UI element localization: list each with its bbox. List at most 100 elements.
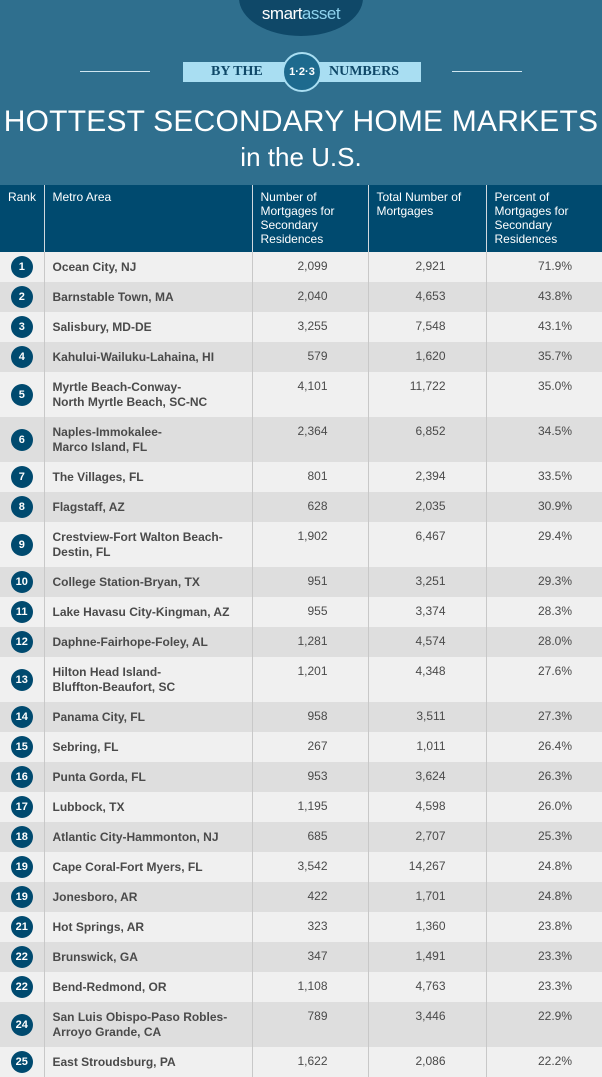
secondary-mortgages-cell: 951 — [251, 567, 368, 597]
secondary-mortgages-cell: 1,201 — [251, 657, 368, 702]
secondary-mortgages-cell: 1,195 — [251, 792, 368, 822]
rank-cell: 15 — [0, 732, 44, 762]
metro-area-cell: The Villages, FL — [43, 462, 252, 492]
percent-cell: 24.8% — [485, 882, 602, 912]
rank-badge: 6 — [10, 428, 33, 451]
secondary-mortgages-cell: 1,902 — [251, 522, 368, 567]
secondary-mortgages-cell: 1,108 — [251, 972, 368, 1002]
rank-cell: 7 — [0, 462, 44, 492]
metro-area-cell: Crestview-Fort Walton Beach- Destin, FL — [43, 522, 252, 567]
ribbon-right-text: NUMBERS — [329, 64, 400, 79]
percent-cell: 24.8% — [485, 852, 602, 882]
rank-cell: 9 — [0, 522, 44, 567]
percent-cell: 43.8% — [485, 282, 602, 312]
total-mortgages-cell: 1,360 — [367, 912, 486, 942]
rank-badge: 5 — [10, 383, 33, 406]
rank-cell: 16 — [0, 762, 44, 792]
secondary-mortgages-cell: 422 — [251, 882, 368, 912]
table-row: 7 The Villages, FL 801 2,394 33.5% — [0, 462, 602, 492]
metro-area-cell: Barnstable Town, MA — [43, 282, 252, 312]
secondary-mortgages-cell: 955 — [251, 597, 368, 627]
metro-area-line: Myrtle Beach-Conway- — [52, 379, 182, 394]
rank-badge: 2 — [10, 286, 33, 308]
rank-badge: 12 — [10, 631, 33, 653]
metro-area-cell: Salisbury, MD-DE — [43, 312, 252, 342]
table-row: 18 Atlantic City-Hammonton, NJ 685 2,707 25.… — [0, 822, 602, 852]
percent-cell: 35.7% — [485, 342, 602, 372]
secondary-mortgages-cell: 4,101 — [251, 372, 368, 417]
percent-cell: 23.8% — [485, 912, 602, 942]
table-row: 10 College Station-Bryan, TX 951 3,251 29.3% — [0, 567, 602, 597]
rank-badge: 22 — [10, 946, 33, 968]
rank-badge: 21 — [10, 916, 33, 938]
secondary-mortgages-cell: 1,281 — [251, 627, 368, 657]
column-header: Total Number of Mortgages — [367, 185, 486, 252]
metro-area-line: Marco Island, FL — [52, 439, 148, 454]
numbers-badge: 1·2·3 — [282, 52, 322, 92]
percent-cell: 26.3% — [485, 762, 602, 792]
rank-badge: 9 — [10, 533, 33, 556]
metro-area-line: Crestview-Fort Walton Beach- — [52, 529, 223, 544]
total-mortgages-cell: 3,374 — [367, 597, 486, 627]
table-row: 12 Daphne-Fairhope-Foley, AL 1,281 4,574 28.… — [0, 627, 602, 657]
percent-cell: 43.1% — [485, 312, 602, 342]
percent-cell: 27.3% — [485, 702, 602, 732]
total-mortgages-cell: 4,598 — [367, 792, 486, 822]
secondary-mortgages-cell: 1,622 — [251, 1047, 368, 1077]
total-mortgages-cell: 6,467 — [367, 522, 486, 567]
rank-badge: 17 — [10, 796, 33, 818]
metro-area-cell: Lake Havasu City-Kingman, AZ — [43, 597, 252, 627]
secondary-mortgages-cell: 801 — [251, 462, 368, 492]
column-header: Percent of Mortgages for Secondary Resid… — [485, 185, 602, 252]
table-row: 11 Lake Havasu City-Kingman, AZ 955 3,374 28… — [0, 597, 602, 627]
table-row: 6 Naples-Immokalee- Marco Island, FL 2,364 6… — [0, 417, 602, 462]
secondary-mortgages-cell: 953 — [251, 762, 368, 792]
percent-cell: 28.0% — [485, 627, 602, 657]
column-header: Rank — [0, 185, 44, 252]
rank-cell: 18 — [0, 822, 44, 852]
metro-area-cell: East Stroudsburg, PA — [43, 1047, 252, 1077]
metro-area-cell: College Station-Bryan, TX — [43, 567, 252, 597]
total-mortgages-cell: 4,653 — [367, 282, 486, 312]
rank-cell: 19 — [0, 852, 44, 882]
rank-badge: 25 — [10, 1051, 33, 1073]
rank-badge: 3 — [10, 316, 33, 338]
rank-badge: 7 — [10, 466, 33, 488]
metro-area-cell: Panama City, FL — [43, 702, 252, 732]
secondary-mortgages-cell: 323 — [251, 912, 368, 942]
total-mortgages-cell: 14,267 — [367, 852, 486, 882]
total-mortgages-cell: 2,394 — [367, 462, 486, 492]
percent-cell: 25.3% — [485, 822, 602, 852]
total-mortgages-cell: 4,574 — [367, 627, 486, 657]
metro-area-line: Hilton Head Island- — [52, 664, 162, 679]
rank-cell: 19 — [0, 882, 44, 912]
table-row: 15 Sebring, FL 267 1,011 26.4% — [0, 732, 602, 762]
metro-area-cell: Punta Gorda, FL — [43, 762, 252, 792]
metro-area-cell: Atlantic City-Hammonton, NJ — [43, 822, 252, 852]
markets-table: Rank Metro Area Number of Mortgages for Se… — [0, 185, 602, 1077]
metro-area-cell: Bend-Redmond, OR — [43, 972, 252, 1002]
total-mortgages-cell: 2,707 — [367, 822, 486, 852]
total-mortgages-cell: 1,491 — [367, 942, 486, 972]
ribbon-left-text: BY THE — [211, 64, 263, 79]
page-title: HOTTEST SECONDARY HOME MARKETS — [3, 105, 599, 138]
table-row: 5 Myrtle Beach-Conway- North Myrtle Beach,… — [0, 372, 602, 417]
total-mortgages-cell: 4,763 — [367, 972, 486, 1002]
divider — [452, 71, 522, 72]
rank-badge: 4 — [10, 346, 33, 368]
table-row: 4 Kahului-Wailuku-Lahaina, HI 579 1,620 35.7… — [0, 342, 602, 372]
total-mortgages-cell: 1,701 — [367, 882, 486, 912]
percent-cell: 33.5% — [485, 462, 602, 492]
percent-cell: 30.9% — [485, 492, 602, 522]
percent-cell: 23.3% — [485, 972, 602, 1002]
percent-cell: 71.9% — [485, 252, 602, 282]
column-header: Number of Mortgages for Secondary Reside… — [251, 185, 368, 252]
metro-area-line: Destin, FL — [52, 544, 111, 559]
percent-cell: 27.6% — [485, 657, 602, 702]
table-row: 19 Jonesboro, AR 422 1,701 24.8% — [0, 882, 602, 912]
divider — [80, 71, 150, 72]
rank-cell: 2 — [0, 282, 44, 312]
total-mortgages-cell: 4,348 — [367, 657, 486, 702]
percent-cell: 26.0% — [485, 792, 602, 822]
table-row: 14 Panama City, FL 958 3,511 27.3% — [0, 702, 602, 732]
